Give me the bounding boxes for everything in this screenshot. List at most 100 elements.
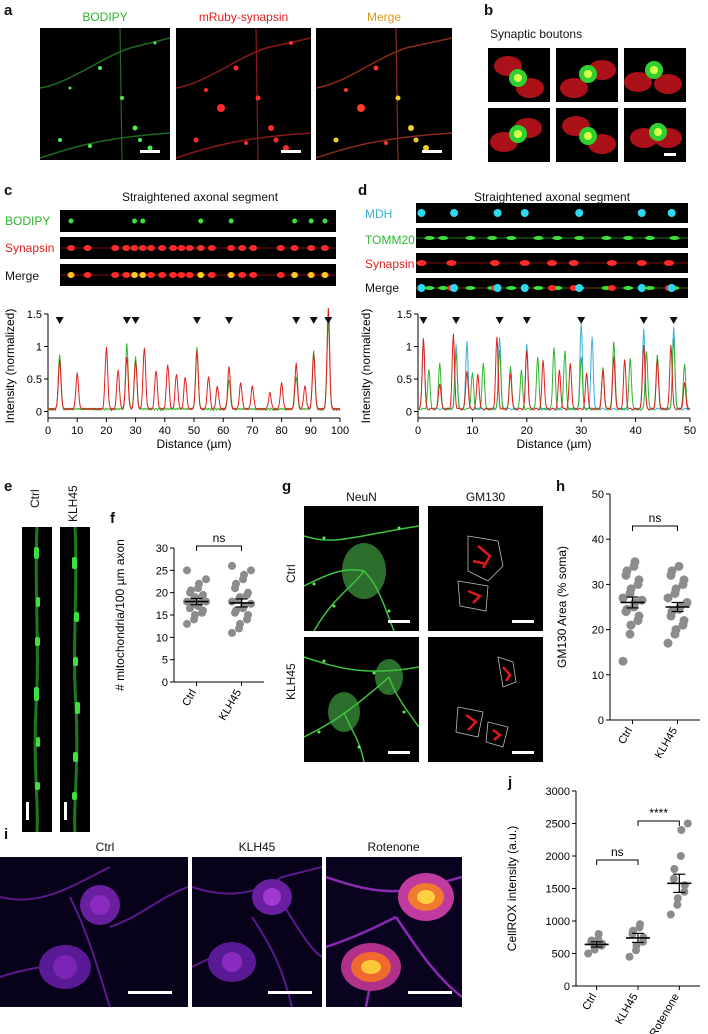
strip-d-synapsin xyxy=(416,253,688,273)
data-point xyxy=(632,941,641,950)
data-point xyxy=(683,819,692,828)
panel-d-line-chart: 0 0.5 1 1.5 0 10 20 30 40 50 Distance (µm) Intensit… xyxy=(359,309,696,451)
arrowhead-marker xyxy=(452,317,461,324)
x-tick-label: 0 xyxy=(45,425,51,437)
data-point xyxy=(618,656,628,666)
y-tick-label: 15 xyxy=(156,610,168,622)
panel-f-scatter: 0 5 10 15 20 25 30 Ctrl KLH45 # mitochondria/100 … xyxy=(113,531,264,723)
panel-i-rotenone-image xyxy=(326,857,462,1007)
y-tick-label: 2000 xyxy=(546,851,570,863)
y-tick-label: 5 xyxy=(162,655,168,667)
x-tick-label: 10 xyxy=(466,425,478,437)
significance-label: **** xyxy=(649,806,668,820)
data-point xyxy=(630,557,640,567)
panel-a-letter: a xyxy=(4,2,13,19)
x-tick-label: Ctrl xyxy=(180,688,199,709)
data-point xyxy=(680,881,689,890)
panel-c-line-chart: 0 0.5 1 1.5 0 10 20 30 40 50 60 70 80 90 100 Distance (… xyxy=(3,307,349,451)
data-point xyxy=(679,575,689,585)
x-tick-label: KLH45 xyxy=(653,726,680,761)
arrowhead-marker xyxy=(55,317,64,324)
panel-d-row-merge: Merge xyxy=(365,281,400,295)
x-tick-label: 10 xyxy=(71,425,83,437)
data-point xyxy=(232,606,240,615)
data-point xyxy=(626,584,636,594)
scale-bar xyxy=(128,991,172,994)
bouton-image-5 xyxy=(556,108,618,162)
panel-g-row-klh45: KLH45 xyxy=(284,663,298,700)
panel-i-label-klh45: KLH45 xyxy=(238,840,276,854)
panel-c-row-bodipy: BODIPY xyxy=(5,214,51,228)
panel-j-scatter: 0 500 1000 1500 2000 2500 3000 Ctrl KLH45 Rotenon… xyxy=(505,786,700,1034)
data-point xyxy=(637,595,647,605)
panel-c-row-merge: Merge xyxy=(5,269,40,283)
y-tick-label: 0 xyxy=(564,981,570,993)
arrowhead-marker xyxy=(131,317,140,324)
data-point xyxy=(667,566,677,576)
data-point xyxy=(682,597,692,607)
panel-a-bodipy-image xyxy=(40,28,170,160)
y-axis-label: GM130 Area (% soma) xyxy=(555,546,569,668)
x-tick-label: 40 xyxy=(159,425,171,437)
y-tick-label: 0 xyxy=(406,407,412,419)
arrowhead-marker xyxy=(292,317,301,324)
scale-bar xyxy=(281,150,301,153)
significance-label: ns xyxy=(213,531,226,545)
x-tick-label: 30 xyxy=(575,425,587,437)
data-point xyxy=(244,588,252,597)
arrowhead-marker xyxy=(324,317,333,324)
y-tick-label: 40 xyxy=(592,534,604,546)
data-point xyxy=(594,930,603,938)
data-point xyxy=(247,566,255,575)
x-tick-label: KLH45 xyxy=(217,688,244,723)
panel-g-col-neun: NeuN xyxy=(346,490,377,504)
x-tick-label: Ctrl xyxy=(616,726,635,747)
y-tick-label: 25 xyxy=(156,565,168,577)
arrowhead-marker xyxy=(522,317,531,324)
panel-c-row-synapsin: Synapsin xyxy=(5,241,55,255)
data-point xyxy=(183,566,191,575)
scale-bar xyxy=(388,620,410,623)
panel-g-ctrl-neun-image xyxy=(304,506,419,631)
scale-bar xyxy=(512,620,534,623)
x-tick-label: Rotenone xyxy=(648,992,682,1034)
y-tick-label: 10 xyxy=(156,632,168,644)
x-axis-label: Distance (µm) xyxy=(157,437,232,451)
data-point xyxy=(236,619,244,628)
data-point xyxy=(677,826,686,834)
panel-d-row-synapsin: Synapsin xyxy=(365,257,415,271)
data-point xyxy=(240,570,248,579)
series-line-2 xyxy=(47,307,341,412)
y-tick-label: 30 xyxy=(592,579,604,591)
arrowhead-marker xyxy=(495,317,504,324)
arrowhead-marker xyxy=(122,317,131,324)
significance-label: ns xyxy=(649,511,662,525)
data-point xyxy=(622,604,632,614)
data-point xyxy=(674,561,684,571)
y-tick-label: 0 xyxy=(162,677,168,689)
y-tick-label: 50 xyxy=(592,489,604,501)
panel-i-ctrl-image xyxy=(0,857,188,1007)
strip-d-merge xyxy=(416,278,688,298)
data-point xyxy=(183,619,191,628)
x-tick-label: 50 xyxy=(684,425,696,437)
panel-b-bouton-grid xyxy=(488,48,688,164)
panel-g-col-gm130: GM130 xyxy=(465,490,506,504)
data-point xyxy=(636,920,644,929)
arrowhead-marker xyxy=(192,317,201,324)
data-point xyxy=(228,628,236,637)
panel-j-letter: j xyxy=(508,774,513,791)
x-tick-label: 100 xyxy=(331,425,349,437)
data-point xyxy=(232,579,240,588)
x-tick-label: Ctrl xyxy=(580,992,599,1013)
data-point xyxy=(228,597,236,606)
y-tick-label: 1000 xyxy=(546,916,570,928)
panel-a-label-merge: Merge xyxy=(366,10,401,24)
y-tick-label: 20 xyxy=(156,588,168,600)
significance-bracket xyxy=(196,545,242,551)
x-tick-label: 20 xyxy=(521,425,533,437)
y-tick-label: 20 xyxy=(592,625,604,637)
x-tick-label: 60 xyxy=(217,425,229,437)
x-tick-label: 50 xyxy=(188,425,200,437)
panel-h-letter: h xyxy=(556,478,566,495)
